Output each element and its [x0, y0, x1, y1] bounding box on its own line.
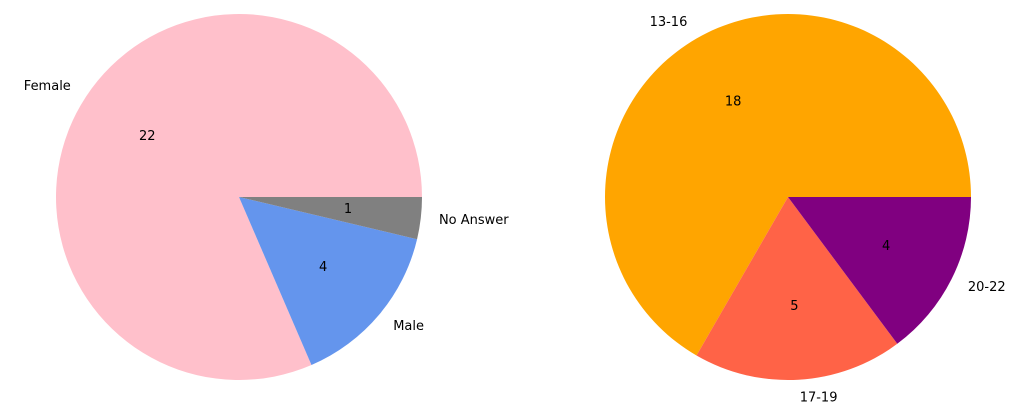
slice-label: Female	[24, 79, 71, 94]
pie-slice	[788, 197, 971, 344]
value-label: 1	[344, 202, 352, 217]
slice-label: 17-19	[800, 390, 838, 405]
slice-label: 13-16	[650, 15, 688, 30]
value-label: 4	[319, 260, 327, 275]
slice-label: 20-22	[968, 280, 1006, 295]
value-label: 22	[139, 129, 156, 144]
pie-slice	[604, 13, 971, 356]
value-label: 4	[882, 239, 890, 254]
slice-label: Male	[393, 319, 424, 334]
slice-label: No Answer	[439, 213, 509, 228]
pie-slice	[56, 13, 422, 381]
pie-slice	[239, 197, 418, 366]
value-label: 5	[790, 299, 798, 314]
pie-slice	[239, 197, 422, 240]
value-label: 18	[725, 94, 742, 109]
pie-slice	[696, 197, 898, 381]
